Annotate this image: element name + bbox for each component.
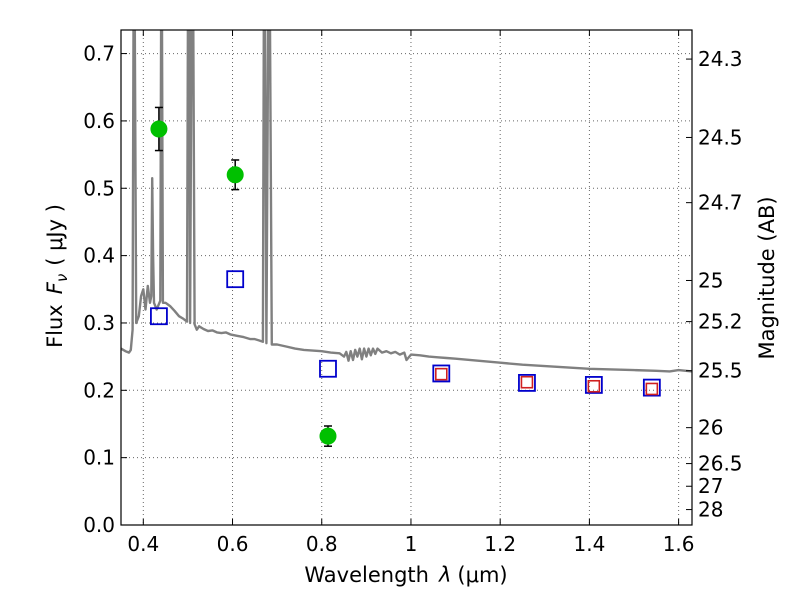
y-tick-label: 0.1: [83, 446, 115, 470]
right-tick-label: 25.2: [698, 310, 743, 334]
photometry-markers: [150, 106, 661, 447]
x-tick-label: 1.4: [573, 532, 605, 556]
right-tick-label: 28: [698, 498, 723, 522]
model-point-blue: [150, 307, 168, 326]
right-tick-label: 25: [698, 268, 723, 292]
model-point-blue: [642, 378, 661, 397]
y-tick-label: 0.7: [83, 42, 115, 66]
x-tick-label: 0.6: [217, 532, 249, 556]
right-tick-label: 24.7: [698, 191, 743, 215]
model-point-blue: [518, 373, 536, 392]
x-tick-label: 1: [405, 532, 418, 556]
plot-frame: [120, 29, 693, 526]
model-point-red: [520, 375, 534, 389]
model-point-blue: [432, 364, 451, 383]
spectrum-line: [121, 30, 692, 373]
right-tick-label: 25.5: [698, 359, 743, 383]
observed-point: [150, 120, 168, 138]
right-tick-label: 26.5: [698, 452, 743, 476]
x-axis-title: Wavelength λ (μm): [304, 563, 507, 587]
y-tick-label: 0.2: [83, 378, 115, 402]
model-point-red: [645, 382, 659, 396]
y-axis-ticks: 0.0 0.1 0.2 0.3 0.4 0.5 0.6 0.7: [83, 42, 127, 537]
x-tick-label: 1.2: [484, 532, 516, 556]
right-axis-title: Magnitude (AB): [755, 196, 779, 359]
y-tick-label: 0.4: [83, 244, 115, 268]
x-tick-label: 0.4: [127, 532, 159, 556]
y-tick-label: 0.3: [83, 311, 115, 335]
right-tick-label: 26: [698, 416, 723, 440]
right-tick-label: 27: [698, 474, 723, 498]
grid-lines: [121, 30, 692, 526]
y-tick-label: 0.6: [83, 109, 115, 133]
model-point-red: [434, 367, 448, 381]
observed-point: [319, 427, 337, 445]
model-point-blue: [319, 359, 337, 378]
y-axis-title: FluxFν( μJy ): [43, 204, 71, 348]
model-point-blue: [584, 376, 603, 394]
y-tick-label: 0.5: [83, 176, 115, 200]
x-axis-ticks: 0.4 0.6 0.8 1 1.2 1.4 1.6: [127, 30, 695, 556]
x-tick-label: 1.6: [663, 532, 695, 556]
model-spectrum: [121, 30, 692, 373]
observed-point: [226, 166, 244, 184]
right-tick-label: 24.3: [698, 47, 743, 71]
x-tick-label: 0.8: [306, 532, 338, 556]
y-tick-label: 0.0: [83, 513, 115, 537]
right-tick-label: 24.5: [698, 125, 743, 149]
model-point-red: [587, 379, 601, 393]
model-point-blue: [226, 270, 245, 289]
